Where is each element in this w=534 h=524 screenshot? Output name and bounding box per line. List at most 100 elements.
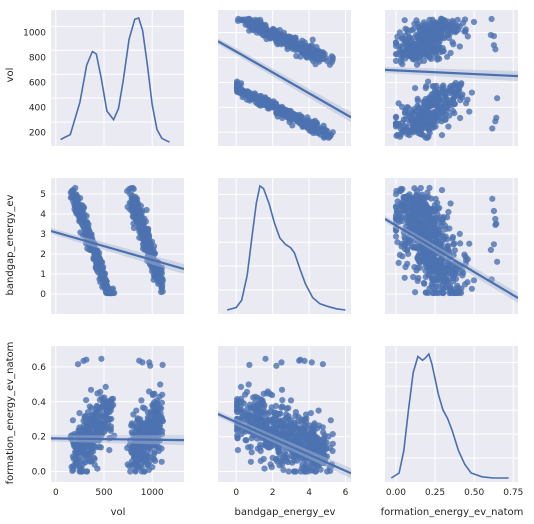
scatter-point [81,459,89,466]
scatter-point [244,88,251,95]
col-label-vol: vol [111,507,126,518]
scatter-point [489,195,496,202]
scatter-point [494,258,501,265]
scatter-point [280,29,287,36]
scatter-point [449,233,456,241]
scatter-point [81,229,89,236]
scatter-point [258,97,265,104]
scatter-point [234,432,241,439]
scatter-point [433,97,440,104]
scatter-point [245,381,252,388]
scatter-point [412,243,419,250]
scatter-point [70,191,77,198]
scatter-point [431,226,438,233]
scatter-point [451,247,458,254]
scatter-point [88,405,95,412]
scatter-point [401,274,408,281]
scatter-point [394,239,401,246]
x-tick-label: 2 [270,488,276,498]
scatter-point [487,31,494,39]
scatter-point [392,204,400,211]
scatter-point [439,268,446,275]
scatter-point [80,417,87,424]
scatter-point [245,444,252,451]
scatter-point [447,82,455,90]
scatter-point [459,91,466,98]
scatter-point [329,431,336,438]
regression-line [385,68,518,78]
scatter-point [265,417,272,424]
scatter-point [78,468,86,475]
scatter-point [411,185,418,192]
scatter-point [129,208,136,215]
panel-background [218,178,351,314]
scatter-point [99,401,106,408]
scatter-point [244,412,251,419]
scatter-point [392,42,400,50]
scatter-point [262,441,269,448]
scatter-point [425,48,432,55]
scatter-point [150,450,158,457]
scatter-point [416,211,423,219]
scatter-point [237,383,245,390]
kde-curve-formation_energy_ev_natom [390,352,509,479]
scatter-point [404,26,411,34]
scatter-point [76,211,83,219]
panel-content [385,15,518,141]
scatter-point [234,426,241,433]
scatter-point [291,426,298,433]
scatter-point [410,195,417,202]
row-label-bandgap: bandgap_energy_ev [5,194,16,295]
scatter-point [302,462,310,469]
scatter-point [264,99,271,106]
scatter-point [256,401,263,408]
scatter-point [269,392,276,399]
scatter-point [236,416,244,423]
scatter-point [289,116,296,123]
scatter-point [416,53,423,60]
scatter-point [80,205,87,212]
scatter-point [289,45,296,52]
scatter-point [463,100,470,107]
scatter-point [443,278,450,285]
scatter-point [74,456,81,463]
scatter-point [98,355,105,362]
scatter-point [159,391,166,398]
scatter-point [149,464,156,471]
scatter-point [392,233,400,240]
scatter-point [297,356,304,363]
panel-content [51,355,184,475]
scatter-point [234,407,241,414]
scatter-point [396,133,404,140]
row-label-vol: vol [5,68,16,83]
scatter-point [294,457,301,464]
scatter-point [418,131,425,138]
scatter-point [273,455,280,462]
scatter-point [422,108,429,115]
scatter-point [94,465,101,472]
scatter-point [414,95,421,102]
scatter-point [101,420,108,427]
scatter-point [279,397,286,404]
scatter-point [415,251,422,259]
scatter-point [490,241,497,248]
scatter-point [425,78,432,85]
scatter-point [111,432,118,439]
scatter-point [157,422,164,429]
scatter-point [450,278,457,285]
scatter-point [398,214,405,221]
y-tick-label: 0.6 [32,363,47,373]
scatter-point [329,54,336,61]
scatter-point [414,277,421,284]
scatter-point [438,118,445,125]
scatter-point [426,54,433,61]
scatter-point [452,93,459,100]
scatter-point [457,240,464,247]
scatter-point [430,289,438,297]
scatter-point [239,16,246,23]
y-tick-label: 0 [40,290,46,300]
scatter-point [453,22,460,29]
scatter-point [316,51,323,58]
scatter-point [257,102,264,109]
scatter-point [310,426,317,433]
